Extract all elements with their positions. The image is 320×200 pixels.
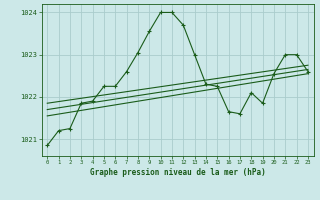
X-axis label: Graphe pression niveau de la mer (hPa): Graphe pression niveau de la mer (hPa) <box>90 168 266 177</box>
